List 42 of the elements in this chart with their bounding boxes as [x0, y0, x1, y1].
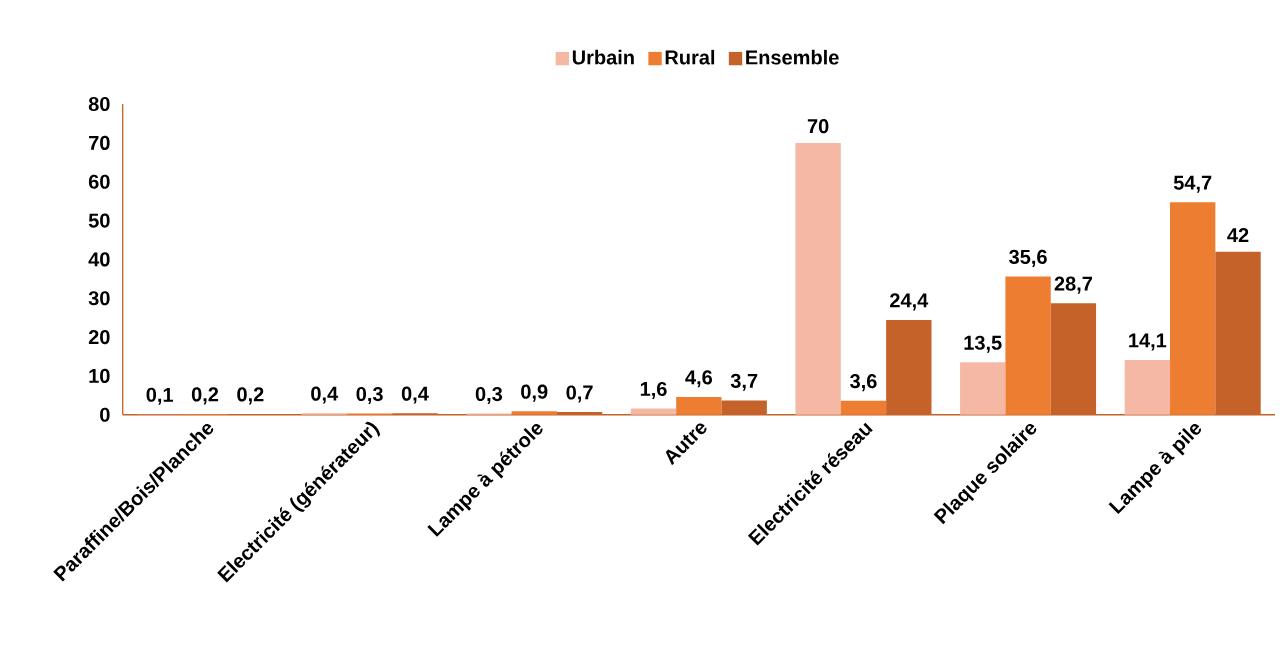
- bar: [1124, 360, 1171, 415]
- data-label: 14,1: [1129, 333, 1167, 351]
- data-label: 13,5: [964, 335, 1002, 353]
- data-label: 0,9: [521, 384, 548, 402]
- data-label: 35,6: [1009, 249, 1047, 267]
- bar: [511, 411, 557, 415]
- data-label: 0,3: [475, 387, 503, 405]
- data-label: 0,3: [356, 387, 383, 405]
- y-tick-label: 70: [89, 135, 110, 151]
- data-label: 28,7: [1054, 276, 1093, 294]
- data-label: 24,4: [890, 293, 929, 311]
- data-label: 54,7: [1173, 175, 1212, 193]
- y-tick-label: 40: [88, 252, 110, 267]
- bar: [1170, 202, 1216, 415]
- bar: [630, 408, 677, 415]
- data-label: 0,1: [146, 387, 174, 405]
- legend-label: Rural: [665, 49, 715, 65]
- data-label: 0,4: [401, 386, 429, 404]
- data-label: 42: [1227, 228, 1249, 243]
- bar: [1005, 276, 1051, 415]
- data-label: 3,7: [730, 373, 758, 391]
- bar: [840, 400, 887, 415]
- y-tick-label: 0: [100, 407, 110, 422]
- legend-label: Ensemble: [746, 49, 839, 65]
- data-label: 3,6: [850, 374, 877, 392]
- data-label: 0,4: [311, 386, 339, 404]
- y-tick-label: 10: [89, 368, 110, 384]
- y-tick-label: 60: [88, 174, 110, 189]
- bar: [960, 362, 1006, 415]
- bar: [795, 142, 841, 415]
- y-tick-label: 80: [88, 97, 110, 112]
- data-label: 0,2: [191, 387, 219, 405]
- y-tick-label: 50: [88, 213, 110, 228]
- y-tick-label: 30: [88, 291, 110, 306]
- data-label: 70: [807, 119, 829, 134]
- y-tick-label: 20: [88, 330, 110, 345]
- bar: [676, 396, 722, 415]
- legend-label: Urbain: [572, 49, 634, 65]
- data-label: 1,6: [640, 381, 667, 400]
- data-label: 0,7: [566, 385, 593, 403]
- data-label: 4,6: [685, 370, 713, 388]
- data-label: 0,2: [237, 387, 264, 405]
